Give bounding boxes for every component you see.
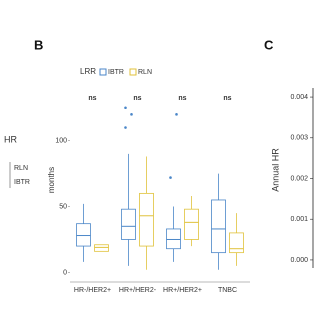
legend-title: HR [4,134,17,144]
y-tick-label: 100 [55,138,67,145]
y-tick-label: 0.002 [290,175,308,182]
outlier [124,106,127,110]
y-tick-label: 0.004 [290,94,308,101]
x-tick-label: HR+/HER2- [119,287,157,294]
y-tick-label: 0.003 [290,135,308,142]
x-tick-label: TNBC [218,287,237,294]
annotation: ns [133,95,141,102]
x-tick-label: HR+/HER2+ [163,287,202,294]
box [76,223,91,247]
box [211,199,226,254]
box [229,232,244,254]
y-axis-label: Annual HR [270,148,280,192]
x-tick-label: HR-/HER2+ [74,287,111,294]
panel-label: C [264,37,274,52]
box [94,244,109,252]
y-tick-label: 50 [59,203,67,210]
y-axis-label: months [47,167,56,193]
legend-item: RLN [14,165,28,172]
annotation: ns [223,95,231,102]
panel-label: B [34,37,43,52]
y-tick-label: 0.001 [290,216,308,223]
legend-swatch [129,68,137,76]
box [166,228,181,250]
legend-item: IBTR [14,179,30,186]
box [139,192,154,247]
outlier [124,126,127,129]
legend-swatch [99,68,107,76]
legend-title: LRR [80,67,96,76]
annotation: ns [88,95,96,102]
y-tick-label: 0 [63,269,67,276]
outlier [175,113,178,116]
annotation: ns [178,95,186,102]
box [184,208,199,240]
box [121,208,136,240]
y-tick-label: 0.000 [290,257,308,264]
outlier [130,113,133,116]
legend-label: IBTR [108,69,124,76]
legend-label: RLN [138,69,152,76]
outlier [169,176,172,179]
